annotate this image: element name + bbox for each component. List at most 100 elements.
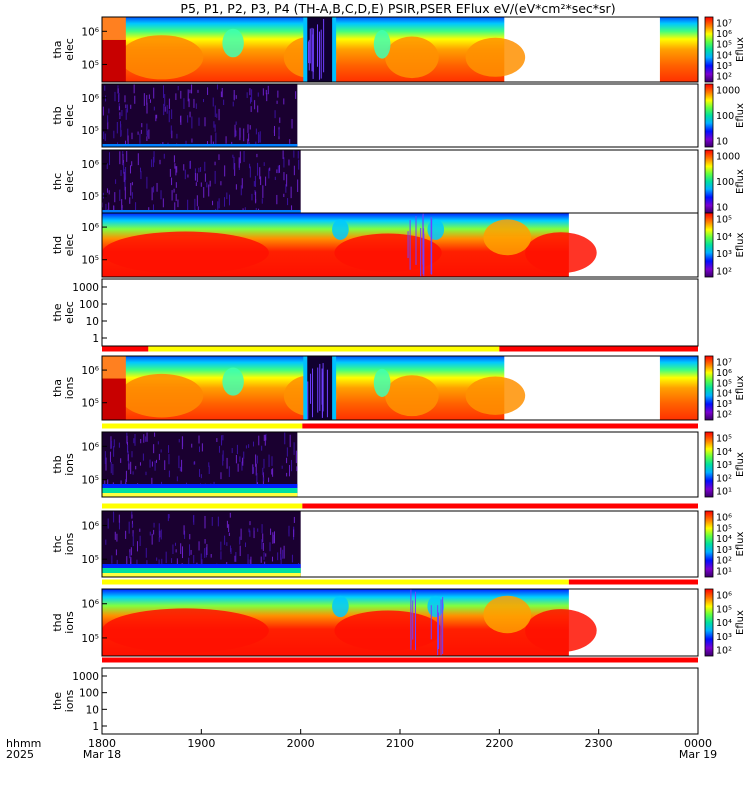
end-date-label: Mar 19 bbox=[679, 748, 717, 761]
thd-ions-intensity-blob bbox=[483, 595, 532, 634]
thb-ions-low-energy-band bbox=[102, 493, 298, 497]
tha-elec-intensity-blob bbox=[222, 28, 244, 58]
time-tick-label: 0000 bbox=[684, 737, 712, 750]
tha-elec-ytick-label: 10⁵ bbox=[81, 59, 99, 71]
the-ions-frame bbox=[101, 667, 699, 735]
tha-ions-colorbar-tick: 10⁷ bbox=[716, 358, 732, 369]
tha-ions-edge-band bbox=[102, 378, 126, 420]
thd-ions-colorbar-tick: 10⁵ bbox=[716, 604, 732, 615]
tha-ions-colorbar-tick: 10⁵ bbox=[716, 378, 732, 389]
tha-elec-label: tha elec bbox=[51, 38, 76, 61]
thd-ions-colorbar bbox=[704, 588, 714, 657]
thd-ions-colorbar-tick: 10² bbox=[716, 646, 732, 657]
tha-elec-colorbar-tick: 10⁶ bbox=[716, 29, 732, 40]
thd-ions-intensity-blob bbox=[334, 610, 442, 651]
thd-elec-colorbar-tick: 10² bbox=[716, 267, 732, 278]
flag-segment-red bbox=[568, 579, 698, 585]
thc-ions-colorbar bbox=[704, 510, 714, 578]
tha-ions-intensity-blob bbox=[385, 375, 439, 417]
thb-elec-species-label: elec bbox=[63, 104, 76, 127]
thc-ions-colorbar-tick: 10⁴ bbox=[716, 534, 732, 545]
the-ions-ytick-label: 100 bbox=[79, 688, 99, 700]
tha-elec-colorbar-tick: 10⁷ bbox=[716, 19, 732, 30]
tha-elec-intensity-blob bbox=[465, 37, 526, 77]
thd-elec-intensity-blob bbox=[483, 219, 532, 256]
thd-ions-ytick-label: 10⁶ bbox=[81, 599, 99, 611]
tha-elec-colorbar-label: Eflux bbox=[735, 37, 746, 62]
thd-elec-intensity-blob bbox=[525, 232, 597, 274]
thb-ions-colorbar-label: Eflux bbox=[735, 452, 746, 477]
tha-elec-intensity-blob bbox=[119, 35, 204, 80]
thc-elec-data-region bbox=[102, 150, 301, 213]
tha-elec-colorbar-tick: 10⁴ bbox=[716, 50, 732, 61]
tha-ions-species-label: ions bbox=[63, 376, 76, 399]
the-ions-probe-label: the bbox=[51, 692, 64, 710]
tha-ions-colorbar-label: Eflux bbox=[735, 375, 746, 400]
panel-the-ions: 1 10 100 1000 the ions bbox=[51, 667, 699, 735]
thd-ions-intensity-blob bbox=[427, 595, 445, 618]
thb-ions-species-label: ions bbox=[63, 453, 76, 476]
thd-elec-probe-label: thd bbox=[51, 236, 64, 254]
thc-ions-frame bbox=[101, 510, 699, 578]
thc-ions-low-energy-band bbox=[102, 564, 301, 568]
thc-ions-colorbar-tick: 10⁶ bbox=[716, 513, 732, 524]
thc-ions-ytick-label: 10⁶ bbox=[81, 521, 99, 533]
thc-ions-label: thc ions bbox=[51, 532, 76, 555]
thd-elec-colorbar-tick: 10⁵ bbox=[716, 215, 732, 226]
thd-elec-intensity-blob bbox=[334, 233, 442, 272]
thd-elec-colorbar-label: Eflux bbox=[735, 232, 746, 257]
tha-elec-edge-band bbox=[102, 39, 126, 82]
the-elec-label: the elec bbox=[51, 301, 76, 324]
thb-elec-frame bbox=[101, 83, 699, 148]
tha-ions-intensity-blob bbox=[373, 368, 391, 397]
tha-elec-colorbar bbox=[704, 16, 714, 83]
thd-ions-frame bbox=[101, 588, 699, 657]
panel-the-elec: 1 10 100 1000 the elec bbox=[51, 278, 699, 347]
thb-elec-low-energy-band bbox=[102, 144, 298, 147]
the-elec-ytick-label: 1 bbox=[92, 333, 99, 345]
thb-ions-low-energy-band bbox=[102, 488, 298, 493]
time-axis: 1800 1900 2000 2100 2200 2300 0000 Mar 18 Mar 19… bbox=[6, 729, 717, 761]
time-tick-label: 2100 bbox=[386, 737, 414, 750]
the-ions-ytick-label: 10 bbox=[86, 704, 99, 716]
thd-ions-label: thd ions bbox=[51, 611, 76, 634]
thb-ions-low-energy-band bbox=[102, 484, 298, 488]
thc-elec-species-label: elec bbox=[63, 170, 76, 193]
thb-elec-colorbar-tick: 100 bbox=[716, 111, 734, 122]
thc-ions-low-energy-band bbox=[102, 573, 301, 577]
flag-segment-red bbox=[102, 346, 149, 352]
thc-ions-low-energy-band bbox=[102, 568, 301, 573]
the-elec-species-label: elec bbox=[63, 301, 76, 324]
the-elec-frame bbox=[101, 278, 699, 347]
tha-elec-intensity-blob bbox=[385, 36, 439, 79]
time-tick-label: 1900 bbox=[187, 737, 215, 750]
thd-elec-colorbar-tick: 10³ bbox=[716, 249, 732, 260]
thd-elec-species-label: elec bbox=[63, 234, 76, 257]
the-ions-ytick-label: 1000 bbox=[72, 671, 99, 683]
flag-segment-yellow bbox=[102, 423, 303, 429]
thd-elec-colorbar-tick: 10⁴ bbox=[716, 232, 732, 243]
thd-elec-label: thd elec bbox=[51, 234, 76, 257]
thd-ions-colorbar-label: Eflux bbox=[735, 610, 746, 635]
thb-ions-label: thb ions bbox=[51, 453, 76, 476]
thb-elec-colorbar-label: Eflux bbox=[735, 103, 746, 128]
thd-ions-colorbar-tick: 10⁶ bbox=[716, 591, 732, 602]
the-elec-ytick-label: 10 bbox=[86, 316, 99, 328]
thc-elec-ytick-label: 10⁵ bbox=[81, 191, 99, 203]
thd-ions-intensity-blob bbox=[332, 595, 349, 618]
thb-elec-probe-label: thb bbox=[51, 106, 64, 124]
thc-elec-colorbar-tick: 1000 bbox=[716, 152, 740, 163]
thb-elec-colorbar-tick: 10 bbox=[716, 137, 728, 148]
tha-elec-colorbar-tick: 10⁵ bbox=[716, 40, 732, 51]
thd-elec-frame bbox=[101, 212, 699, 278]
tha-elec-colorbar-tick: 10² bbox=[716, 72, 732, 83]
hhmm-row-label: hhmm bbox=[6, 737, 41, 750]
thc-ions-colorbar-label: Eflux bbox=[735, 531, 746, 556]
